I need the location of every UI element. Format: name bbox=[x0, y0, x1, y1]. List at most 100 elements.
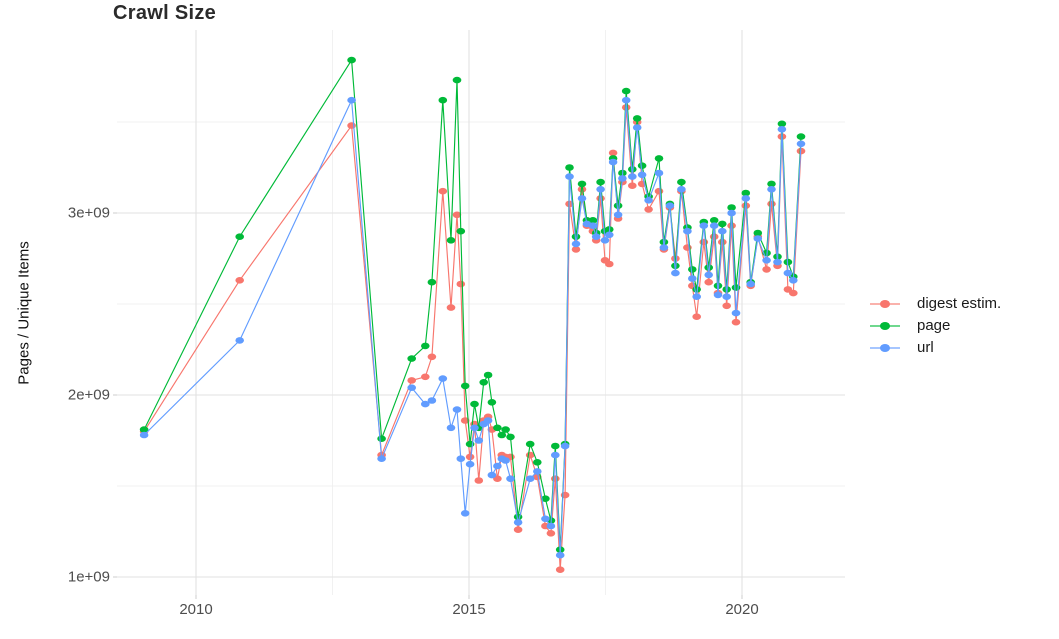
data-point-digest bbox=[474, 477, 484, 484]
data-point-page bbox=[438, 96, 448, 104]
y-axis-title: Pages / Unique Items bbox=[15, 241, 33, 385]
data-point-url bbox=[588, 222, 598, 229]
data-point-digest bbox=[452, 211, 462, 219]
data-point-digest bbox=[628, 182, 637, 189]
data-point-url bbox=[377, 455, 386, 463]
data-point-page bbox=[628, 166, 637, 173]
data-point-url bbox=[493, 462, 502, 470]
data-point-url bbox=[632, 124, 642, 131]
data-point-url bbox=[483, 417, 493, 424]
data-point-url bbox=[571, 240, 581, 248]
data-point-url bbox=[541, 515, 550, 523]
data-point-url bbox=[654, 169, 664, 177]
data-point-page bbox=[621, 87, 631, 95]
data-point-digest bbox=[577, 186, 587, 193]
x-tick-label: 2010 bbox=[179, 601, 213, 618]
gridlines bbox=[113, 30, 845, 599]
data-point-digest bbox=[722, 302, 731, 310]
data-point-page bbox=[347, 56, 356, 64]
data-point-page bbox=[139, 426, 149, 433]
data-point-url bbox=[608, 158, 618, 166]
data-point-digest bbox=[427, 353, 437, 361]
data-point-digest bbox=[731, 318, 741, 326]
legend-item-url: url bbox=[869, 336, 1001, 358]
data-point-page bbox=[741, 189, 751, 197]
data-point-url bbox=[546, 522, 556, 530]
data-point-url bbox=[628, 173, 637, 180]
data-point-digest bbox=[762, 266, 771, 273]
data-point-url bbox=[235, 337, 244, 344]
data-point-page bbox=[470, 400, 479, 408]
data-point-url bbox=[796, 140, 806, 148]
data-point-page bbox=[677, 178, 686, 186]
data-point-digest bbox=[551, 475, 560, 483]
data-point-page bbox=[427, 278, 437, 286]
data-point-page bbox=[596, 178, 605, 186]
data-point-url bbox=[718, 227, 727, 235]
data-point-page bbox=[479, 379, 489, 386]
data-point-url bbox=[465, 460, 475, 468]
data-point-url bbox=[762, 257, 771, 264]
data-point-url bbox=[613, 211, 623, 219]
data-point-url bbox=[139, 431, 149, 439]
data-point-url bbox=[470, 424, 479, 432]
data-point-page bbox=[577, 180, 587, 188]
data-point-digest bbox=[235, 277, 244, 284]
data-point-page bbox=[525, 440, 535, 448]
data-point-url bbox=[722, 293, 731, 301]
data-point-digest bbox=[699, 238, 709, 246]
data-point-page bbox=[541, 495, 550, 503]
legend-item-digest: digest estim. bbox=[869, 292, 1001, 314]
data-point-digest bbox=[608, 149, 618, 157]
data-point-digest bbox=[644, 206, 653, 213]
data-point-url bbox=[637, 171, 647, 179]
data-point-url bbox=[683, 227, 692, 235]
data-point-url bbox=[621, 96, 631, 104]
data-point-digest bbox=[533, 473, 542, 481]
data-point-digest bbox=[347, 122, 356, 129]
chart-title: Crawl Size bbox=[113, 2, 217, 24]
data-point-url bbox=[407, 384, 417, 392]
data-point-url bbox=[577, 195, 587, 202]
legend-key-icon bbox=[869, 341, 901, 353]
data-point-url bbox=[777, 126, 787, 133]
data-point-page bbox=[456, 227, 466, 235]
data-point-digest bbox=[460, 417, 470, 424]
legend-key-icon bbox=[869, 297, 901, 309]
data-point-url bbox=[525, 475, 535, 483]
data-point-url bbox=[560, 442, 570, 450]
data-point-url bbox=[731, 309, 741, 317]
data-point-digest bbox=[718, 238, 727, 246]
data-point-page bbox=[446, 237, 456, 244]
data-point-url bbox=[659, 244, 669, 251]
legend-label: page bbox=[917, 316, 951, 334]
y-tick-label: 2e+09 bbox=[67, 386, 110, 404]
data-point-digest bbox=[546, 530, 556, 537]
data-point-page bbox=[565, 164, 574, 171]
data-point-digest bbox=[704, 278, 713, 286]
data-point-page bbox=[460, 382, 470, 390]
data-point-url bbox=[501, 457, 510, 464]
data-point-page bbox=[727, 204, 736, 211]
data-point-page bbox=[688, 266, 697, 273]
data-point-digest bbox=[421, 373, 430, 381]
data-point-digest bbox=[438, 187, 448, 195]
data-point-page bbox=[588, 217, 598, 224]
data-point-page bbox=[709, 217, 719, 224]
data-point-url bbox=[783, 269, 793, 277]
data-point-url bbox=[347, 96, 356, 104]
data-point-url bbox=[618, 175, 627, 182]
data-point-page bbox=[704, 264, 713, 271]
data-point-url bbox=[513, 519, 523, 526]
data-point-page bbox=[571, 233, 581, 240]
data-point-url bbox=[446, 424, 456, 432]
data-point-page bbox=[501, 426, 510, 433]
data-point-digest bbox=[654, 187, 664, 195]
data-point-url bbox=[746, 280, 755, 288]
data-point-url bbox=[456, 455, 466, 463]
data-point-page bbox=[452, 76, 462, 84]
data-point-page bbox=[493, 424, 502, 432]
data-point-page bbox=[718, 220, 727, 228]
data-point-url bbox=[644, 197, 653, 204]
